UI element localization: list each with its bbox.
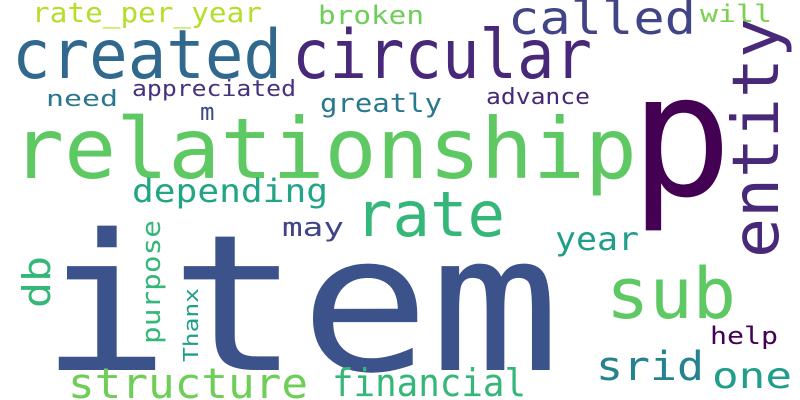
word-year: year	[555, 220, 639, 258]
word-one: one	[712, 356, 792, 397]
word-srid: srid	[596, 344, 704, 390]
word-called: called	[508, 0, 696, 45]
word-help: help	[710, 322, 778, 350]
word-greatly: greatly	[320, 89, 442, 119]
word-group: item p relationship circular created ent…	[12, 0, 794, 400]
word-entity: entity	[720, 18, 794, 258]
word-structure: structure	[68, 359, 308, 400]
word-depending: depending	[132, 172, 328, 210]
word-circular: circular	[292, 16, 592, 95]
word-may: may	[282, 213, 344, 243]
word-item: item	[40, 194, 560, 400]
word-p: p	[630, 38, 732, 236]
word-thanx: Thanx	[179, 288, 203, 362]
word-will: will	[700, 0, 772, 28]
word-need: need	[46, 87, 118, 112]
word-rate-per-year: rate_per_year	[32, 0, 262, 30]
word-rate: rate	[355, 178, 505, 251]
word-appreciated: appreciated	[132, 77, 296, 102]
word-financial: financial	[332, 361, 526, 400]
word-purpose: purpose	[137, 220, 167, 344]
word-broken: broken	[318, 1, 424, 31]
word-relationship: relationship	[12, 100, 637, 198]
word-m: m	[200, 98, 214, 126]
word-created: created	[12, 16, 282, 95]
word-advance: advance	[486, 85, 590, 110]
word-db: db	[15, 256, 59, 308]
word-sub: sub	[606, 253, 736, 335]
